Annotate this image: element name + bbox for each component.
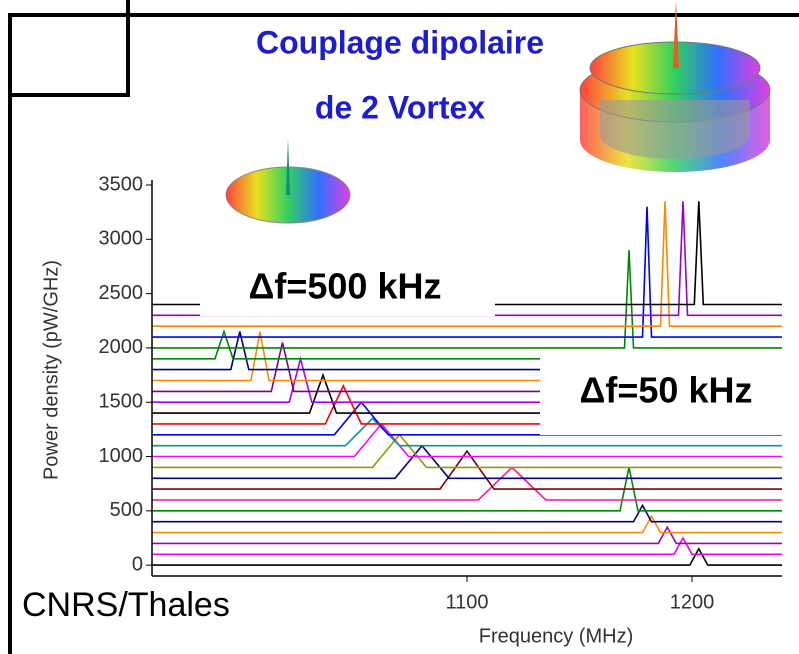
y-tick-label: 500	[110, 499, 143, 521]
spectrum-trace	[152, 525, 782, 545]
x-tick-label: 1100	[445, 591, 488, 613]
spectrum-trace	[152, 201, 782, 327]
spectrum-trace	[152, 536, 782, 556]
y-tick-label: 1500	[99, 391, 144, 413]
single-vortex-illustration	[225, 138, 351, 224]
y-tick-label: 3500	[99, 173, 144, 195]
y-axis-label: Power density (pW/GHz)	[40, 260, 62, 480]
spectrum-trace	[152, 384, 782, 425]
spectrum-trace	[152, 417, 782, 447]
label-box	[200, 262, 495, 316]
y-tick-label: 2000	[99, 336, 144, 358]
y-tick-label: 1000	[99, 445, 144, 467]
credit: CNRS/Thales	[22, 586, 230, 624]
spectrum-trace	[152, 514, 782, 534]
label-box	[12, 577, 330, 654]
annotation: Δf=50 kHz	[580, 370, 753, 411]
spectrum-trace	[152, 201, 782, 306]
spectrum-trace	[152, 331, 782, 371]
x-tick-label: 1200	[670, 591, 715, 613]
annotation: Δf=500 kHz	[249, 266, 442, 307]
x-axis-label: Frequency (MHz)	[479, 625, 633, 647]
spectrum-trace	[152, 201, 782, 317]
spectrum-trace	[152, 503, 782, 523]
spectrum-trace	[152, 329, 782, 360]
spectrum-trace	[152, 449, 782, 490]
double-vortex-illustration	[579, 0, 771, 172]
y-tick-label: 0	[132, 553, 143, 575]
y-tick-label: 2500	[99, 282, 144, 304]
spectrum-trace	[152, 331, 782, 382]
spectrum-trace	[152, 372, 782, 414]
label-box	[540, 355, 792, 435]
spectrum-trace	[152, 547, 782, 566]
spectrum-trace	[152, 206, 782, 338]
title-line: de 2 Vortex	[315, 89, 485, 125]
spectrum-trace	[152, 250, 782, 349]
spectrum-trace	[152, 342, 782, 393]
y-tick-label: 3000	[99, 228, 144, 250]
spectrum-trace	[152, 466, 782, 501]
plot-area: 0 500 1000 1500 2000 2500 3000 3500 1100 1200	[99, 173, 782, 613]
title-line: Couplage dipolaire	[256, 24, 544, 60]
